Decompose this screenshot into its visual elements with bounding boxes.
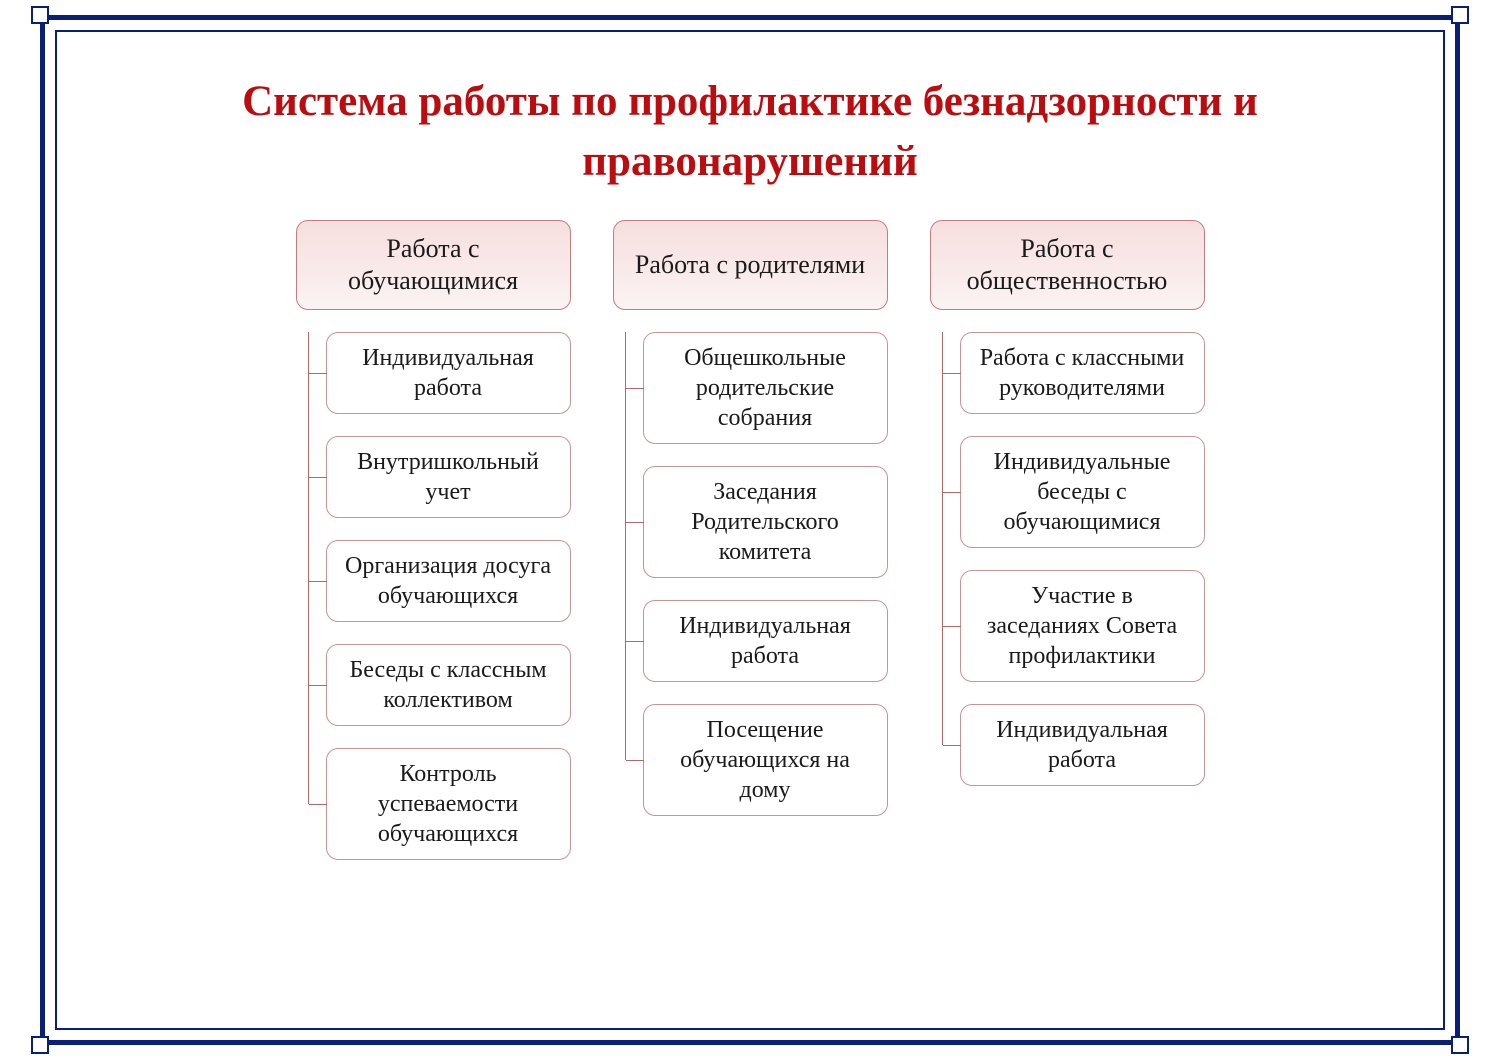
diagram-columns: Работа с обучающимися Индивидуальная раб…	[57, 202, 1443, 860]
column-students: Работа с обучающимися Индивидуальная раб…	[296, 220, 571, 860]
corner-decoration-br	[1451, 1036, 1469, 1054]
connector-spine	[308, 332, 309, 804]
child-item: Заседания Родительского комитета	[643, 466, 888, 578]
child-item: Общешкольные родительские собрания	[643, 332, 888, 444]
corner-decoration-tr	[1451, 6, 1469, 24]
column-parents: Работа с родителями Общешкольные родител…	[613, 220, 888, 860]
child-wrap: Общешкольные родительские собрания Засед…	[613, 332, 888, 816]
child-item: Индивидуальная работа	[960, 704, 1205, 786]
child-wrap: Работа с классными руководителями Индиви…	[930, 332, 1205, 786]
child-item: Участие в заседаниях Совета профилактики	[960, 570, 1205, 682]
child-item: Организация досуга обучающихся	[326, 540, 571, 622]
child-item: Посещение обучающихся на дому	[643, 704, 888, 816]
child-item: Индивидуальная работа	[326, 332, 571, 414]
inner-frame: Система работы по профилактике безнадзор…	[55, 30, 1445, 1030]
column-header-public: Работа с общественностью	[930, 220, 1205, 310]
page: Система работы по профилактике безнадзор…	[0, 0, 1500, 1060]
connector-spine	[625, 332, 626, 760]
child-item: Индивидуальная работа	[643, 600, 888, 682]
column-header-students: Работа с обучающимися	[296, 220, 571, 310]
page-title: Система работы по профилактике безнадзор…	[57, 32, 1443, 202]
column-header-parents: Работа с родителями	[613, 220, 888, 310]
child-item: Беседы с классным коллективом	[326, 644, 571, 726]
connector-spine	[942, 332, 943, 745]
column-public: Работа с общественностью Работа с классн…	[930, 220, 1205, 860]
child-item: Контроль успеваемости обучающихся	[326, 748, 571, 860]
child-item: Работа с классными руководителями	[960, 332, 1205, 414]
child-item: Индивидуальные беседы с обучающимися	[960, 436, 1205, 548]
child-item: Внутришкольный учет	[326, 436, 571, 518]
outer-frame: Система работы по профилактике безнадзор…	[40, 15, 1460, 1045]
corner-decoration-tl	[31, 6, 49, 24]
corner-decoration-bl	[31, 1036, 49, 1054]
child-wrap: Индивидуальная работа Внутришкольный уче…	[296, 332, 571, 860]
